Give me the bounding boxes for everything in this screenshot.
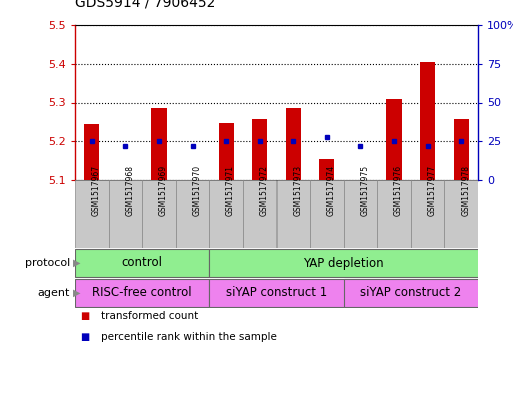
Text: siYAP construct 2: siYAP construct 2 (360, 286, 462, 299)
Text: transformed count: transformed count (101, 311, 198, 321)
Text: GSM1517973: GSM1517973 (293, 165, 302, 216)
Text: GSM1517970: GSM1517970 (192, 165, 202, 216)
Bar (277, 180, 310, 248)
Bar (386, 99, 402, 180)
Bar (453, 119, 469, 180)
Bar (219, 123, 234, 180)
Text: GSM1517977: GSM1517977 (428, 165, 437, 216)
Text: percentile rank within the sample: percentile rank within the sample (101, 332, 277, 342)
Text: GSM1517978: GSM1517978 (461, 165, 470, 216)
Text: ■: ■ (80, 311, 89, 321)
Bar (75, 279, 209, 307)
Text: control: control (122, 257, 163, 270)
Text: ■: ■ (80, 332, 89, 342)
Bar (252, 119, 267, 180)
Bar (377, 180, 411, 248)
Text: GSM1517968: GSM1517968 (125, 165, 134, 216)
Text: GSM1517974: GSM1517974 (327, 165, 336, 216)
Bar (209, 279, 478, 307)
Bar (109, 180, 142, 248)
Bar (142, 180, 176, 248)
Bar (151, 108, 167, 180)
Text: siYAP construct 1: siYAP construct 1 (226, 286, 327, 299)
Bar (310, 180, 344, 248)
Text: GSM1517969: GSM1517969 (159, 165, 168, 216)
Bar (209, 180, 243, 248)
Bar (84, 124, 100, 180)
Text: agent: agent (37, 288, 70, 298)
Bar (420, 62, 435, 180)
Bar (75, 180, 109, 248)
Bar (243, 180, 277, 248)
Text: GSM1517975: GSM1517975 (361, 165, 369, 216)
Text: GSM1517976: GSM1517976 (394, 165, 403, 216)
Text: RISC-free control: RISC-free control (92, 286, 192, 299)
Text: GSM1517972: GSM1517972 (260, 165, 269, 216)
Bar (176, 180, 209, 248)
Bar (286, 108, 301, 180)
Bar (411, 180, 444, 248)
Text: GSM1517967: GSM1517967 (92, 165, 101, 216)
Bar (75, 249, 209, 277)
Bar (344, 180, 377, 248)
Text: GSM1517971: GSM1517971 (226, 165, 235, 216)
Bar (444, 180, 478, 248)
Bar (319, 159, 334, 180)
Text: GDS5914 / 7906452: GDS5914 / 7906452 (75, 0, 215, 9)
Text: ▶: ▶ (73, 258, 81, 268)
Text: YAP depletion: YAP depletion (303, 257, 384, 270)
Text: protocol: protocol (25, 258, 70, 268)
Text: ▶: ▶ (73, 288, 81, 298)
